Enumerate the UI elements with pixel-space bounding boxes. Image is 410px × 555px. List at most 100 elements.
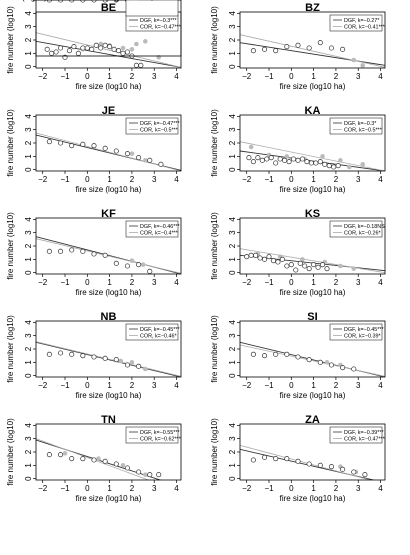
dgf-point: [273, 351, 279, 357]
dgf-point: [244, 254, 250, 260]
y-tick-label: 0: [24, 270, 33, 275]
dgf-point: [362, 472, 368, 478]
legend-cor-label: COR, k=−0.62***: [140, 437, 182, 443]
y-tick-label: 4: [24, 11, 33, 16]
dgf-point: [328, 464, 335, 470]
dgf-point: [248, 252, 254, 258]
x-tick-label: −1: [264, 484, 274, 493]
x-tick-label: −1: [264, 175, 274, 184]
x-tick-label: 2: [130, 381, 135, 390]
y-axis-label: fire number (log10): [6, 315, 15, 383]
fit-lines: [36, 438, 162, 480]
dgf-point: [351, 469, 357, 475]
y-tick-label: 2: [228, 449, 237, 454]
legend-dgf-label: DGF, k=−0.46***: [140, 224, 180, 230]
legend-box: [329, 14, 383, 32]
legend-box: [329, 323, 383, 341]
panel-title: KS: [305, 208, 320, 220]
dgf-point: [259, 157, 265, 163]
dgf-point: [124, 263, 131, 269]
dgf-point: [66, 48, 73, 54]
cor-point: [129, 47, 135, 52]
y-axis-label: fire number (log10): [210, 418, 219, 486]
x-tick-label: −1: [60, 0, 70, 2]
x-tick-label: 4: [174, 72, 179, 81]
dgf-point: [322, 161, 328, 167]
x-tick-label: 1: [311, 175, 316, 184]
x-tick-label: 0: [289, 278, 294, 287]
dgf-point: [113, 357, 119, 363]
dgf-point: [257, 255, 263, 261]
x-tick-label: 4: [378, 278, 383, 287]
cor-point: [143, 472, 148, 477]
legend-dgf-label: DGF, k=−0.45***: [140, 327, 180, 333]
cor-point: [129, 151, 135, 156]
panel-ks: KS −2 −1 0 1 2 3 4 0 1 2 3 4 fire size (log10 ha) fire…: [210, 208, 386, 297]
y-tick-label: 4: [228, 114, 237, 119]
x-tick-label: 0: [85, 72, 90, 81]
legend-box: [329, 117, 383, 135]
cor-point: [284, 154, 290, 159]
x-tick-label: 0: [85, 0, 90, 2]
x-tick-label: 2: [130, 278, 135, 287]
x-tick-label: 3: [356, 278, 361, 287]
fit-lines: [240, 444, 376, 480]
legend-dgf-label: DGF, k=−0.55***: [140, 430, 180, 436]
x-tick-label: 0: [289, 72, 294, 81]
x-tick-label: 1: [107, 278, 112, 287]
y-tick-label: 3: [228, 127, 237, 132]
dgf-point: [273, 48, 279, 54]
y-tick-label: 3: [24, 127, 33, 132]
x-tick-label: 4: [378, 72, 383, 81]
legend-cor-label: COR, k=−0.5***: [344, 128, 383, 134]
x-axis-label: fire size (log10 ha): [280, 391, 346, 400]
y-axis-label: fire number (log10): [210, 212, 219, 280]
legend: DGF, k=−0.39***COR, k=−0.47***: [329, 426, 386, 444]
data-points: [46, 350, 148, 372]
cor-point: [300, 257, 305, 262]
dgf-point: [69, 351, 75, 357]
x-tick-label: 1: [107, 175, 112, 184]
x-axis-label: fire size (log10 ha): [76, 0, 142, 2]
x-tick-label: 4: [174, 175, 179, 184]
y-tick-label: 2: [228, 346, 237, 351]
dgf-point: [113, 148, 119, 154]
x-tick-label: 1: [107, 72, 112, 81]
dgf-point: [115, 48, 122, 54]
x-tick-label: −2: [242, 175, 252, 184]
dgf-point: [91, 143, 97, 149]
data-points: [250, 454, 368, 478]
cor-point: [98, 41, 103, 47]
dgf-point: [84, 45, 90, 51]
x-axis-label: fire size (log10 ha): [76, 82, 142, 91]
y-axis-label: fire number (log10): [210, 109, 219, 177]
dgf-point: [324, 266, 330, 272]
x-axis-label: fire size (log10 ha): [280, 288, 346, 297]
data-points: [46, 451, 162, 478]
legend: DGF, k=−0.3*COR, k=−0.5***: [329, 117, 383, 135]
dgf-point: [277, 156, 283, 162]
dgf-point: [313, 160, 319, 166]
dgf-point: [270, 258, 277, 264]
x-tick-label: 0: [289, 381, 294, 390]
dgf-point: [317, 359, 323, 365]
x-tick-label: −2: [242, 278, 252, 287]
cor-fit-line: [240, 34, 385, 68]
dgf-point: [306, 461, 312, 467]
legend-dgf-label: DGF, k=−0.3*: [344, 121, 377, 127]
y-tick-label: 4: [24, 423, 33, 428]
fit-lines: [240, 34, 385, 68]
dgf-point: [102, 355, 108, 361]
y-tick-label: 0: [24, 167, 33, 172]
x-tick-label: −1: [60, 72, 70, 81]
dgf-point: [279, 256, 285, 262]
x-tick-label: 1: [311, 72, 316, 81]
legend: DGF, k=−0.3***COR, k=−0.47***: [125, 14, 182, 32]
cor-point: [129, 258, 135, 263]
cor-point: [347, 164, 352, 170]
cor-point: [120, 463, 126, 468]
x-tick-label: 1: [107, 381, 112, 390]
dgf-point: [102, 252, 108, 258]
y-tick-label: 4: [228, 320, 237, 325]
